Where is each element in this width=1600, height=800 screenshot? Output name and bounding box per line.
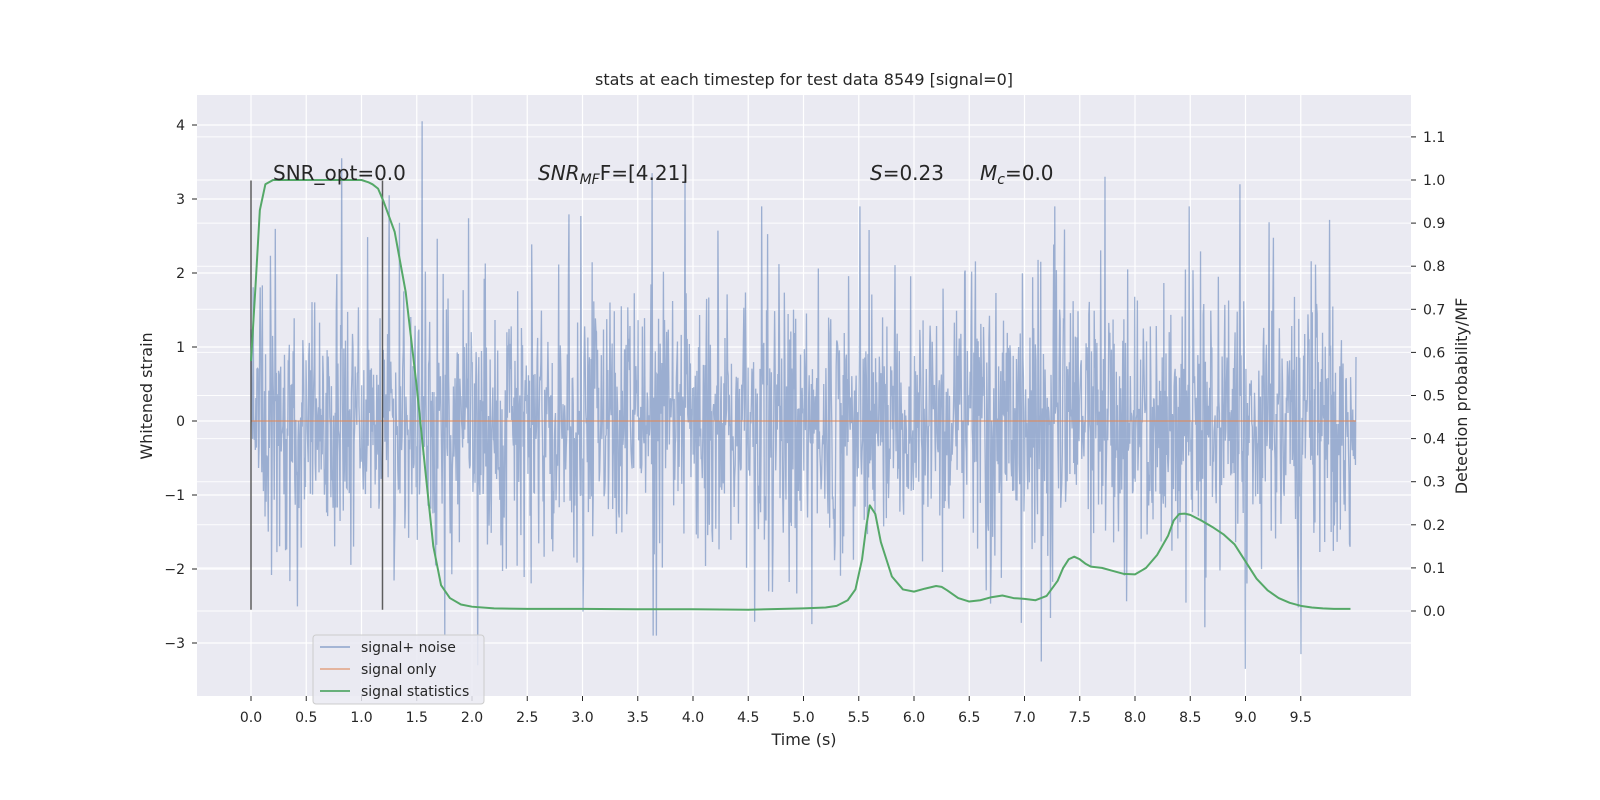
y-right-tick-label: 0.9 bbox=[1423, 216, 1445, 232]
y-axis-right-ticks: 0.0 0.1 0.2 0.3 0.4 0.5 0.6 0.7 0.8 0.9 1.0 1.1 bbox=[1411, 130, 1445, 620]
x-tick-label: 4.5 bbox=[737, 710, 759, 726]
y-right-tick-label: 0.1 bbox=[1423, 561, 1445, 577]
x-tick-label: 2.0 bbox=[461, 710, 483, 726]
annotation-snr-mf-rest: F=[4.21] bbox=[600, 161, 688, 185]
annotations: SNR_opt=0.0 SNRMFF=[4.21] S=0.23 Mc=0.0 bbox=[273, 161, 1054, 188]
y-left-tick-label: 4 bbox=[176, 118, 185, 134]
x-tick-label: 5.0 bbox=[792, 710, 814, 726]
x-tick-label: 8.0 bbox=[1124, 710, 1146, 726]
annotation-mc: Mc=0.0 bbox=[980, 161, 1054, 188]
x-tick-label: 9.5 bbox=[1290, 710, 1312, 726]
window-lines bbox=[250, 180, 384, 610]
x-tick-label: 3.0 bbox=[571, 710, 593, 726]
x-tick-label: 5.5 bbox=[848, 710, 870, 726]
legend-label-signal-only: signal only bbox=[361, 662, 436, 678]
legend-label-signal-statistics: signal statistics bbox=[361, 684, 469, 700]
y-right-tick-label: 0.3 bbox=[1423, 475, 1445, 491]
x-tick-label: 1.0 bbox=[350, 710, 372, 726]
y-left-tick-label: −3 bbox=[164, 636, 185, 652]
y-left-tick-label: 1 bbox=[176, 340, 185, 356]
y-right-tick-label: 0.4 bbox=[1423, 432, 1445, 448]
y-right-tick-label: 0.0 bbox=[1423, 604, 1445, 620]
y-left-tick-label: 0 bbox=[176, 414, 185, 430]
y-axis-right-label: Detection probability/MF bbox=[1452, 298, 1471, 495]
signal-statistics-line bbox=[250, 179, 1351, 611]
x-tick-label: 0.5 bbox=[295, 710, 317, 726]
annotation-s-value: =0.23 bbox=[883, 161, 944, 185]
chart-title: stats at each timestep for test data 854… bbox=[595, 70, 1013, 89]
y-left-tick-label: 3 bbox=[176, 192, 185, 208]
x-tick-label: 7.5 bbox=[1069, 710, 1091, 726]
annotation-snr-mf-sub: MF bbox=[580, 172, 601, 188]
x-tick-label: 1.5 bbox=[406, 710, 428, 726]
annotation-mc-symbol: M bbox=[980, 161, 997, 185]
annotation-snr-mf: SNRMFF=[4.21] bbox=[538, 161, 688, 188]
x-tick-label: 9.0 bbox=[1234, 710, 1256, 726]
y-right-tick-label: 0.7 bbox=[1423, 302, 1445, 318]
x-tick-label: 6.0 bbox=[903, 710, 925, 726]
legend: signal+ noise signal only signal statist… bbox=[312, 634, 485, 705]
x-tick-label: 8.5 bbox=[1179, 710, 1201, 726]
x-axis-ticks: 0.0 0.5 1.0 1.5 2.0 2.5 3.0 3.5 4.0 4.5 5.0 5.5 6.0 6… bbox=[240, 696, 1312, 726]
y-axis-left-label: Whitened strain bbox=[137, 332, 156, 459]
x-tick-label: 4.0 bbox=[682, 710, 704, 726]
x-tick-label: 3.5 bbox=[627, 710, 649, 726]
y-right-tick-label: 0.5 bbox=[1423, 389, 1445, 405]
y-right-tick-label: 1.1 bbox=[1423, 130, 1445, 146]
annotation-mc-sub: c bbox=[997, 172, 1005, 188]
y-right-tick-label: 0.2 bbox=[1423, 518, 1445, 534]
x-tick-label: 0.0 bbox=[240, 710, 262, 726]
legend-box bbox=[312, 634, 485, 705]
y-right-tick-label: 0.6 bbox=[1423, 345, 1445, 361]
y-left-tick-label: 2 bbox=[176, 266, 185, 282]
y-left-tick-label: −1 bbox=[164, 488, 185, 504]
x-tick-label: 2.5 bbox=[516, 710, 538, 726]
x-tick-label: 7.0 bbox=[1013, 710, 1035, 726]
y-right-tick-label: 1.0 bbox=[1423, 173, 1445, 189]
series-signal-plus-noise bbox=[250, 121, 1357, 669]
annotation-s-symbol: S bbox=[870, 161, 883, 185]
annotation-s: S=0.23 bbox=[870, 161, 944, 185]
x-axis-label: Time (s) bbox=[770, 730, 836, 749]
y-axis-left-ticks: −3 −2 −1 0 1 2 3 4 bbox=[164, 118, 197, 652]
annotation-mc-value: =0.0 bbox=[1005, 161, 1054, 185]
legend-label-signal-plus-noise: signal+ noise bbox=[361, 640, 456, 656]
annotation-snr-opt: SNR_opt=0.0 bbox=[273, 161, 406, 185]
signal-plus-noise-line bbox=[250, 121, 1357, 669]
y-right-tick-label: 0.8 bbox=[1423, 259, 1445, 275]
series-signal-statistics bbox=[250, 179, 1351, 611]
y-left-tick-label: −2 bbox=[164, 562, 185, 578]
x-tick-label: 6.5 bbox=[958, 710, 980, 726]
annotation-snr-mf-prefix: SNR bbox=[538, 161, 580, 185]
